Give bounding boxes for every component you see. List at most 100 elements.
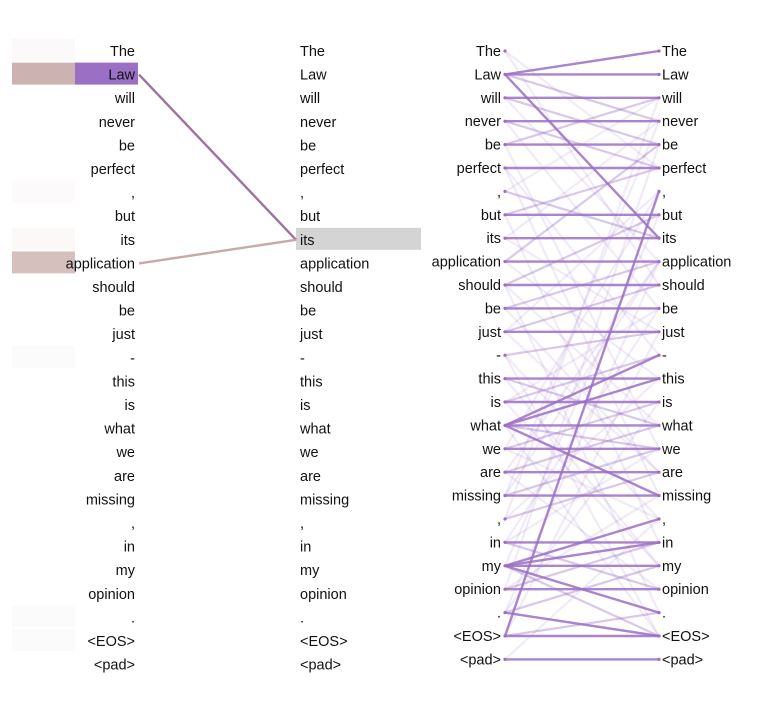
middle-column-token[interactable]: <pad> — [300, 658, 341, 674]
all-heads-left-token[interactable]: perfect — [457, 161, 501, 177]
all-heads-left-token[interactable]: are — [480, 465, 501, 481]
left-column-token[interactable]: <EOS> — [87, 634, 135, 650]
all-heads-left-token[interactable]: is — [491, 395, 501, 411]
all-heads-left-token[interactable]: be — [485, 138, 501, 154]
left-column-token[interactable]: , — [131, 186, 135, 202]
middle-column-token[interactable]: opinion — [300, 587, 347, 603]
middle-column-token[interactable]: perfect — [300, 162, 344, 178]
all-heads-left-token[interactable]: be — [485, 301, 501, 317]
all-heads-right-token[interactable]: missing — [662, 489, 711, 505]
all-heads-left-token[interactable]: but — [481, 208, 501, 224]
left-column-token[interactable]: be — [119, 138, 135, 154]
all-heads-right-token[interactable]: what — [661, 418, 693, 434]
all-heads-left-token[interactable]: The — [476, 44, 501, 60]
middle-column-token[interactable]: be — [300, 138, 316, 154]
all-heads-right-token[interactable]: , — [662, 184, 666, 200]
left-column-token[interactable]: should — [92, 280, 135, 296]
left-column-token[interactable]: will — [114, 91, 135, 107]
all-heads-right-token[interactable]: we — [661, 442, 681, 458]
left-column-token[interactable]: application — [66, 256, 135, 272]
all-heads-left-token[interactable]: , — [497, 184, 501, 200]
all-heads-right-token[interactable]: this — [662, 372, 685, 388]
left-column-token[interactable]: Law — [108, 68, 135, 84]
all-heads-right-token[interactable]: - — [662, 348, 667, 364]
left-column-token[interactable]: - — [130, 351, 135, 367]
middle-column-token[interactable]: is — [300, 398, 310, 414]
all-heads-left-token[interactable]: in — [490, 535, 501, 551]
middle-column-token[interactable]: application — [300, 256, 369, 272]
all-heads-right-token[interactable]: Law — [662, 67, 689, 83]
all-heads-right-token[interactable]: its — [662, 231, 677, 247]
all-heads-right-token[interactable]: be — [662, 301, 678, 317]
all-heads-right-token[interactable]: will — [661, 91, 682, 107]
middle-column-token[interactable]: never — [300, 115, 336, 131]
left-column-token[interactable]: my — [116, 563, 136, 579]
all-heads-right-token[interactable]: my — [662, 559, 682, 575]
middle-column-token[interactable]: should — [300, 280, 343, 296]
all-heads-left-token[interactable]: application — [432, 255, 501, 271]
left-column-token[interactable]: never — [99, 115, 135, 131]
all-heads-right-token[interactable]: in — [662, 535, 673, 551]
all-heads-left-token[interactable]: its — [487, 231, 502, 247]
all-heads-left-token[interactable]: - — [496, 348, 501, 364]
middle-column-token[interactable]: be — [300, 304, 316, 320]
all-heads-right-token[interactable]: are — [662, 465, 683, 481]
all-heads-left-token[interactable]: Law — [474, 67, 501, 83]
left-column-token[interactable]: in — [124, 540, 135, 556]
left-column-token[interactable]: missing — [86, 492, 135, 508]
all-heads-left-token[interactable]: never — [465, 114, 501, 130]
middle-column-token[interactable]: we — [299, 445, 319, 461]
all-heads-right-token[interactable]: opinion — [662, 582, 709, 598]
all-heads-left-token[interactable]: just — [477, 325, 501, 341]
all-heads-left-token[interactable]: opinion — [454, 582, 501, 598]
middle-column-token[interactable]: , — [300, 186, 304, 202]
all-heads-left-token[interactable]: we — [481, 442, 501, 458]
all-heads-left-token[interactable]: what — [469, 418, 501, 434]
all-heads-right-token[interactable]: is — [662, 395, 672, 411]
all-heads-right-token[interactable]: should — [662, 278, 705, 294]
left-column-token[interactable]: be — [119, 304, 135, 320]
middle-column-token[interactable]: <EOS> — [300, 634, 348, 650]
middle-column-token[interactable]: my — [300, 563, 320, 579]
left-column-token[interactable]: its — [121, 233, 136, 249]
all-heads-right-token[interactable]: be — [662, 138, 678, 154]
all-heads-left-token[interactable]: missing — [452, 489, 501, 505]
left-column-token[interactable]: The — [110, 44, 135, 60]
all-heads-left-token[interactable]: will — [480, 91, 501, 107]
left-column-token[interactable]: just — [111, 327, 135, 343]
middle-column-token[interactable]: are — [300, 469, 321, 485]
middle-column-token[interactable]: what — [299, 422, 331, 438]
all-heads-left-token[interactable]: , — [497, 512, 501, 528]
left-column-token[interactable]: opinion — [88, 587, 135, 603]
all-heads-right-token[interactable]: <pad> — [662, 652, 703, 668]
middle-column-token[interactable]: . — [300, 610, 304, 626]
middle-column-token[interactable]: just — [299, 327, 323, 343]
middle-column-token[interactable]: in — [300, 540, 311, 556]
all-heads-right-token[interactable]: The — [662, 44, 687, 60]
all-heads-right-token[interactable]: never — [662, 114, 698, 130]
left-column-token[interactable]: perfect — [91, 162, 135, 178]
middle-column-token[interactable]: will — [299, 91, 320, 107]
middle-column-token[interactable]: but — [300, 209, 320, 225]
all-heads-left-token[interactable]: . — [497, 606, 501, 622]
all-heads-right-token[interactable]: <EOS> — [662, 629, 710, 645]
middle-column-token[interactable]: missing — [300, 492, 349, 508]
middle-column-token[interactable]: - — [300, 351, 305, 367]
all-heads-left-token[interactable]: <EOS> — [453, 629, 501, 645]
all-heads-right-token[interactable]: application — [662, 255, 731, 271]
left-column-token[interactable]: but — [115, 209, 135, 225]
all-heads-right-token[interactable]: but — [662, 208, 682, 224]
all-heads-left-token[interactable]: should — [458, 278, 501, 294]
left-column-token[interactable]: . — [131, 610, 135, 626]
left-column-token[interactable]: , — [131, 516, 135, 532]
left-column-token[interactable]: we — [115, 445, 135, 461]
all-heads-right-token[interactable]: perfect — [662, 161, 706, 177]
left-column-token[interactable]: are — [114, 469, 135, 485]
all-heads-left-token[interactable]: my — [482, 559, 502, 575]
middle-column-token[interactable]: , — [300, 516, 304, 532]
all-heads-left-token[interactable]: <pad> — [460, 652, 501, 668]
selected-token-bar[interactable] — [296, 227, 421, 250]
middle-column-token[interactable]: this — [300, 374, 323, 390]
left-column-token[interactable]: what — [103, 422, 135, 438]
all-heads-right-token[interactable]: . — [662, 606, 666, 622]
